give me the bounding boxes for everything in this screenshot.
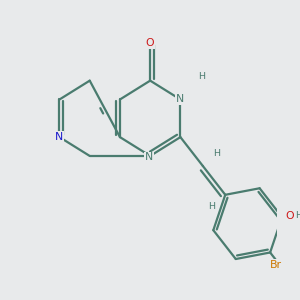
Text: N: N [176,94,184,104]
Text: N: N [56,132,64,142]
Text: H: H [295,211,300,220]
Text: O: O [285,211,294,221]
Text: H: H [213,149,220,158]
Text: H: H [198,72,205,81]
Text: O: O [146,38,154,48]
Text: Br: Br [269,260,281,270]
Text: N: N [145,152,153,162]
Text: H: H [208,202,215,211]
